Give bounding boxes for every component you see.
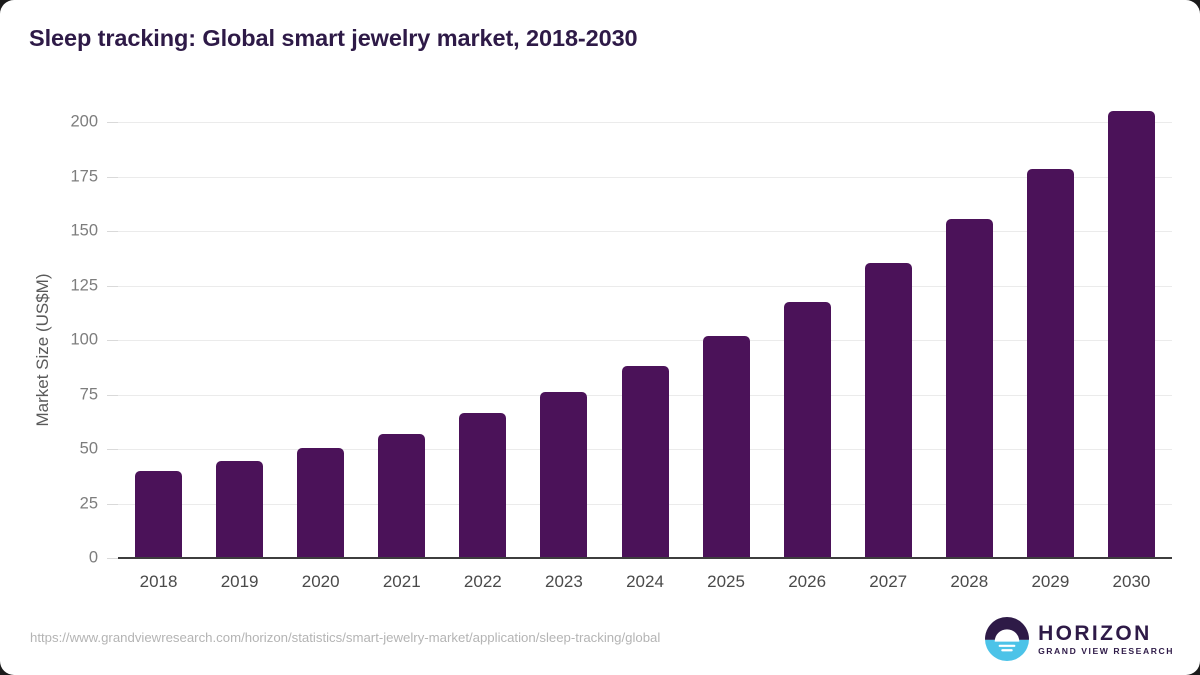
gridline [118, 176, 1172, 178]
x-axis-tick-label: 2020 [301, 572, 340, 591]
logo-name: HORIZON [1038, 621, 1152, 645]
x-axis-tick-label: 2026 [788, 572, 827, 591]
y-axis-tick-label: 75 [79, 385, 98, 403]
bar[interactable] [135, 471, 183, 558]
x-axis-tick-label: 2027 [869, 572, 908, 591]
y-axis-tick-label: 25 [79, 494, 98, 512]
y-axis-tick-mark [107, 122, 118, 123]
x-axis-tick-label: 2024 [626, 572, 664, 591]
source-url[interactable]: https://www.grandviewresearch.com/horizo… [30, 630, 661, 645]
y-axis-tick-label: 175 [70, 167, 98, 185]
y-axis-tick-label: 125 [70, 276, 98, 294]
x-axis-baseline [118, 557, 1172, 559]
y-axis-tick-mark [107, 231, 118, 232]
page-title: Sleep tracking: Global smart jewelry mar… [29, 25, 638, 51]
x-axis-tick-label: 2023 [545, 572, 583, 591]
horizon-logo-text: HORIZON GRAND VIEW RESEARCH [1038, 623, 1174, 656]
x-axis-tick-label: 2025 [707, 572, 745, 591]
gridline [118, 231, 1172, 232]
bar[interactable] [297, 447, 345, 558]
y-axis-tick-mark [107, 449, 118, 450]
y-axis-tick-mark [107, 394, 118, 396]
y-axis-tick-label: 150 [70, 221, 98, 240]
horizon-logo: HORIZON GRAND VIEW RESEARCH [985, 616, 1174, 662]
y-axis-tick-label: 50 [79, 439, 98, 458]
bar[interactable] [540, 392, 588, 558]
gridline [118, 285, 1172, 287]
bar[interactable] [702, 336, 750, 558]
gridline [118, 340, 1172, 341]
logo-tagline: GRAND VIEW RESEARCH [1038, 645, 1174, 656]
x-axis-tick-label: 2028 [950, 572, 989, 591]
y-axis-tick-label: 200 [70, 112, 98, 131]
x-axis-tick-label: 2018 [139, 572, 178, 591]
y-axis-tick-label: 0 [88, 548, 98, 567]
bar[interactable] [459, 413, 507, 558]
x-axis-tick-label: 2021 [382, 572, 421, 591]
bar[interactable] [783, 301, 831, 558]
y-axis-title: Market Size (US$M) [33, 273, 52, 427]
bar[interactable] [378, 433, 426, 558]
bar[interactable] [621, 365, 669, 558]
y-axis-tick-mark [107, 176, 118, 178]
plot-area [118, 110, 1172, 558]
x-axis-tick-label: 2029 [1031, 572, 1070, 591]
y-axis-tick-mark [107, 558, 118, 559]
horizon-logo-icon [985, 617, 1030, 661]
x-axis-tick-label: 2022 [463, 572, 502, 591]
gridline [118, 122, 1172, 123]
bar[interactable] [864, 263, 912, 558]
bar[interactable] [945, 219, 993, 558]
bar[interactable] [1107, 110, 1155, 558]
y-axis-tick-label: 100 [70, 330, 98, 349]
x-axis-tick-label: 2019 [220, 572, 259, 591]
y-axis-tick-mark [107, 340, 118, 341]
bar[interactable] [1026, 169, 1074, 558]
bar[interactable] [216, 461, 264, 558]
y-axis-tick-mark [107, 503, 118, 505]
y-axis-tick-mark [107, 285, 118, 287]
x-axis-tick-label: 2030 [1112, 572, 1151, 591]
